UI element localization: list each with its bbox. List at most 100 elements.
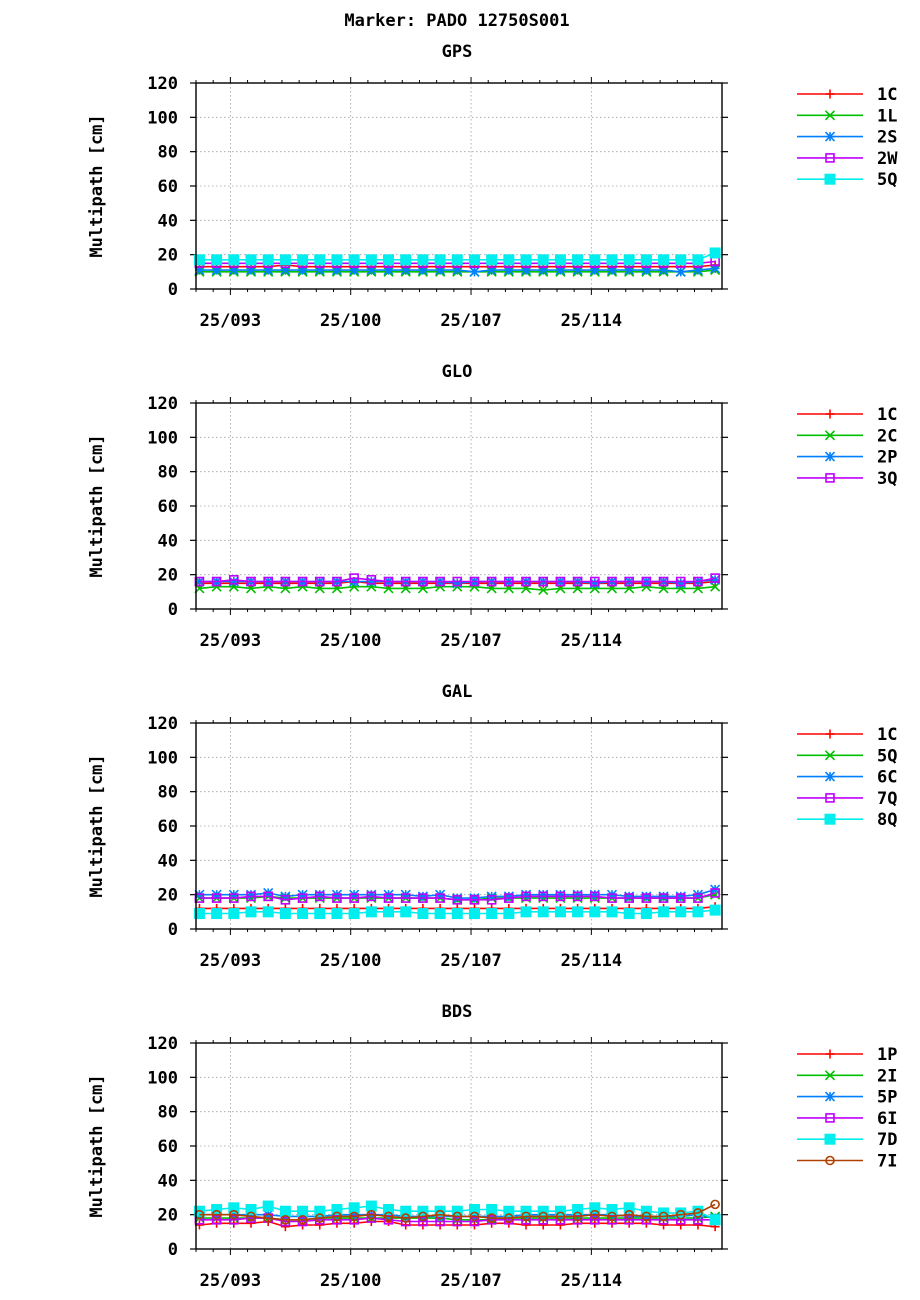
data-point <box>279 254 291 266</box>
data-point <box>383 1204 395 1216</box>
y-tick-label: 20 <box>158 1206 178 1226</box>
data-point <box>400 254 412 266</box>
data-point <box>314 889 325 900</box>
chart-panels: GPS 0 20 40 60 80 100 120 25/093 25/100 25/107 25/1… <box>87 42 898 1291</box>
data-point <box>246 1211 256 1222</box>
x-tick-label: 25/114 <box>561 631 622 651</box>
legend-item-1c: 1C <box>797 85 897 105</box>
data-point <box>297 893 308 903</box>
data-point <box>280 1215 291 1225</box>
data-point <box>623 908 635 920</box>
data-point <box>675 893 686 903</box>
y-tick-label: 80 <box>158 463 178 483</box>
legend-item-2i: 2I <box>797 1066 897 1086</box>
y-tick-label: 0 <box>168 280 178 300</box>
data-point <box>365 1200 377 1212</box>
data-point <box>314 1213 325 1223</box>
data-point <box>452 576 463 587</box>
data-point <box>555 889 566 900</box>
legend-label: 2C <box>877 426 897 446</box>
plot-frame <box>195 402 723 610</box>
data-point <box>572 1204 584 1216</box>
data-point <box>280 895 291 905</box>
data-point <box>486 576 497 587</box>
data-point <box>692 254 704 266</box>
x-tick-label: 25/100 <box>320 951 381 971</box>
data-point <box>469 266 480 277</box>
x-tick-label: 25/107 <box>440 631 501 651</box>
data-point <box>486 1204 498 1216</box>
y-tick-label: 0 <box>168 920 178 940</box>
data-point <box>211 1215 222 1225</box>
data-point <box>554 254 566 266</box>
data-point <box>675 1209 686 1220</box>
data-point <box>417 891 428 902</box>
data-point <box>331 1204 343 1216</box>
data-point <box>383 576 394 587</box>
data-point <box>314 1205 326 1217</box>
data-point <box>538 889 549 900</box>
series-7i <box>194 1199 720 1225</box>
legend-item-7q: 7Q <box>797 789 897 809</box>
data-point <box>332 576 342 587</box>
data-point <box>469 893 480 904</box>
data-point <box>521 891 531 902</box>
data-point <box>246 891 256 902</box>
data-point <box>262 1200 274 1212</box>
data-point <box>418 1216 428 1227</box>
data-point <box>365 254 377 266</box>
data-point <box>452 895 463 905</box>
data-point <box>332 1211 342 1222</box>
data-point <box>314 576 325 587</box>
data-point <box>366 1209 377 1220</box>
series-3q <box>194 573 720 587</box>
legend-label: 2W <box>877 149 898 169</box>
legend-item-7i: 7I <box>797 1152 897 1172</box>
x-tick-label: 25/107 <box>440 951 501 971</box>
data-point <box>641 1211 652 1222</box>
data-point <box>469 1216 480 1227</box>
y-tick-label: 60 <box>158 817 178 837</box>
plot-frame <box>195 82 723 290</box>
data-point <box>520 889 532 900</box>
y-axis-label: Multipath [cm] <box>87 1074 107 1217</box>
data-point <box>641 891 652 902</box>
data-point <box>675 578 686 589</box>
data-point <box>607 576 617 587</box>
data-point <box>572 906 584 918</box>
data-point <box>297 576 308 587</box>
data-point <box>348 908 360 920</box>
data-point <box>675 906 687 918</box>
x-tick-label: 25/107 <box>440 311 501 331</box>
data-point <box>624 1209 634 1220</box>
data-point <box>606 254 618 266</box>
data-point <box>504 576 514 587</box>
data-point <box>589 906 601 918</box>
legend-label: 7I <box>877 1152 897 1172</box>
data-point <box>366 575 377 585</box>
data-point <box>211 1209 222 1220</box>
series-8q <box>193 904 721 920</box>
data-point <box>469 576 480 587</box>
data-point <box>349 893 359 903</box>
data-point <box>400 1205 412 1217</box>
data-point <box>572 254 584 266</box>
plot-frame <box>195 1042 723 1250</box>
data-point <box>676 1220 686 1230</box>
legend-marker <box>825 1049 835 1059</box>
data-point <box>538 585 549 596</box>
data-point <box>245 1204 257 1216</box>
data-point <box>675 266 686 277</box>
series-line <box>199 1203 716 1221</box>
data-point <box>469 895 480 905</box>
legend-label: 8Q <box>877 810 897 830</box>
y-tick-label: 80 <box>158 1103 178 1123</box>
data-point <box>675 576 686 587</box>
data-point <box>486 895 497 905</box>
x-tick-label: 25/114 <box>561 1271 622 1291</box>
data-point <box>434 254 446 266</box>
data-point <box>331 254 343 266</box>
data-point <box>228 1202 240 1214</box>
